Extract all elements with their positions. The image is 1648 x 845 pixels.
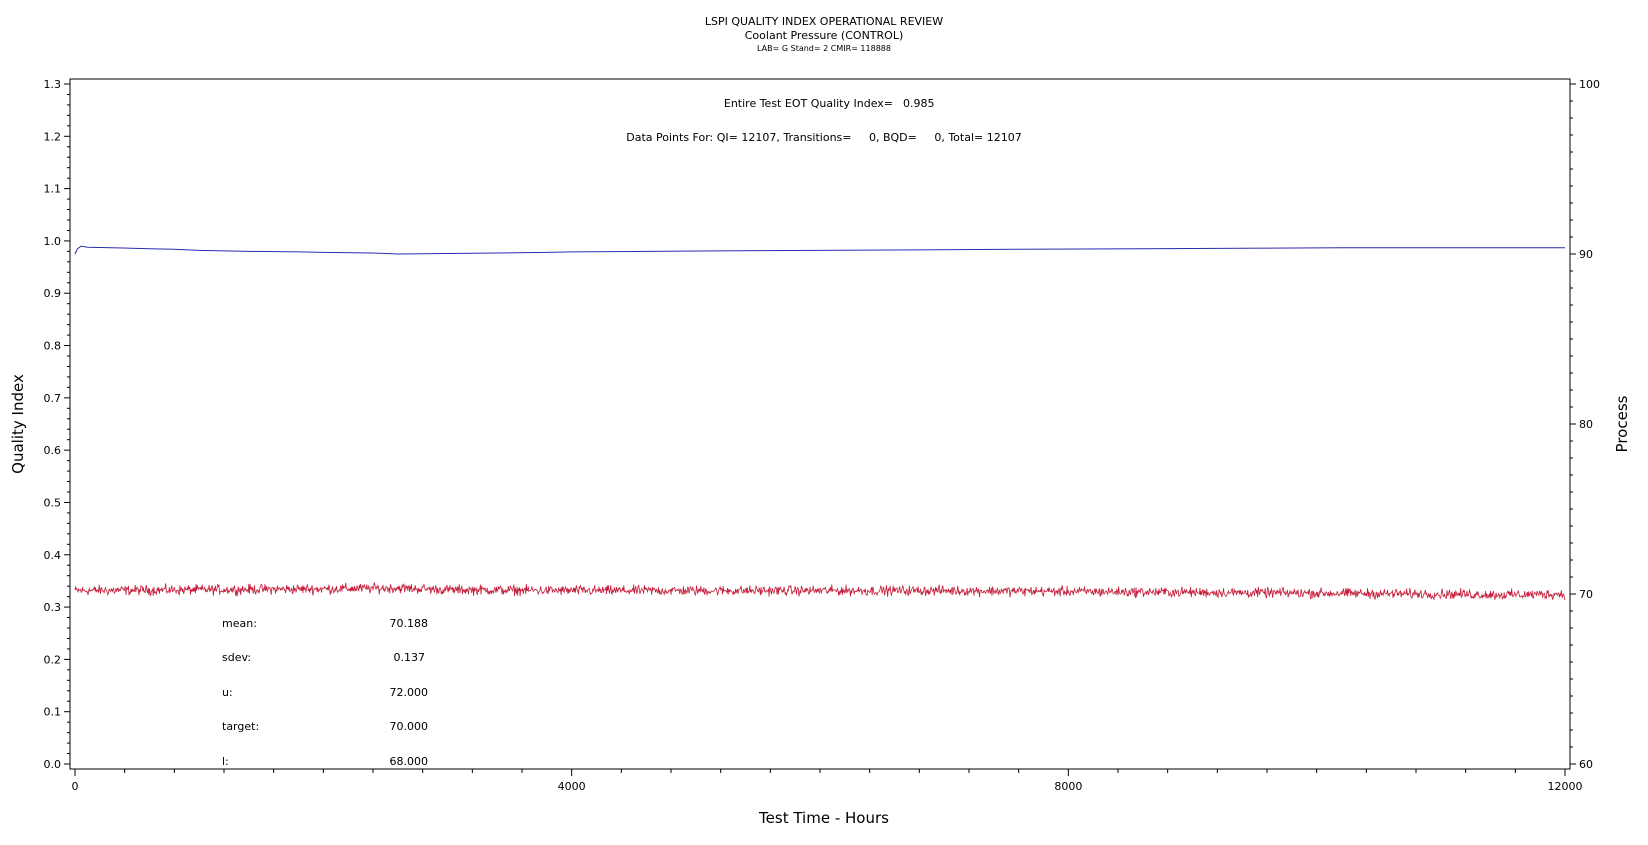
stat-value-l: 68.000 bbox=[390, 755, 429, 768]
stat-label-target: target: bbox=[222, 720, 259, 733]
x-axis-label: Test Time - Hours bbox=[758, 809, 889, 827]
stat-value-target: 70.000 bbox=[390, 720, 429, 733]
y2-tick-label: 90 bbox=[1579, 248, 1593, 261]
y-tick-label: 0.9 bbox=[44, 287, 62, 300]
x-tick-label: 0 bbox=[72, 780, 79, 793]
y-tick-label: 1.0 bbox=[44, 235, 62, 248]
eot-label: Entire Test EOT Quality Index= bbox=[724, 97, 893, 110]
quality-index-series-line bbox=[74, 245, 1565, 255]
y-tick-label: 1.2 bbox=[44, 130, 62, 143]
stats-block: mean: 70.188 sdev: 0.137 u: 72.000 targe… bbox=[222, 617, 428, 768]
stat-value-sdev: 0.137 bbox=[394, 651, 426, 664]
stat-value-u: 72.000 bbox=[390, 686, 429, 699]
data-points-line: Data Points For: QI= 12107, Transitions=… bbox=[626, 131, 1021, 144]
y2-tick-label: 100 bbox=[1579, 78, 1600, 91]
left-axis: 0.0 0.1 0.2 0.3 0.4 0.5 0.6 0.7 0.8 0.9 1.0 1.1 1.2 1… bbox=[44, 78, 70, 771]
y2-tick-label: 60 bbox=[1579, 758, 1593, 771]
eot-value: 0.985 bbox=[903, 97, 935, 110]
stat-label-mean: mean: bbox=[222, 617, 257, 630]
series-layer bbox=[74, 245, 1566, 601]
x-tick-label: 4000 bbox=[558, 780, 586, 793]
bottom-axis: 0 4000 8000 12000 bbox=[72, 769, 1583, 793]
chart-subsubtitle: LAB= G Stand= 2 CMIR= 118888 bbox=[757, 44, 891, 53]
y2-axis-label: Process bbox=[1613, 395, 1631, 452]
y-tick-label: 0.4 bbox=[44, 549, 62, 562]
x-tick-label: 12000 bbox=[1548, 780, 1583, 793]
right-axis: 60 70 80 90 100 bbox=[1570, 78, 1600, 771]
y-tick-label: 0.3 bbox=[44, 601, 62, 614]
stat-label-u: u: bbox=[222, 686, 233, 699]
y-tick-label: 0.0 bbox=[44, 758, 62, 771]
y-tick-label: 1.1 bbox=[44, 183, 62, 196]
y-tick-label: 1.3 bbox=[44, 78, 62, 91]
chart-subtitle: Coolant Pressure (CONTROL) bbox=[745, 29, 904, 42]
y2-tick-label: 70 bbox=[1579, 588, 1593, 601]
stat-label-sdev: sdev: bbox=[222, 651, 251, 664]
y-tick-label: 0.6 bbox=[44, 444, 62, 457]
process-series-line bbox=[74, 582, 1566, 601]
plot-frame bbox=[69, 78, 1571, 770]
y-tick-label: 0.5 bbox=[44, 496, 62, 509]
y-axis-label: Quality Index bbox=[9, 374, 27, 474]
y-tick-label: 0.7 bbox=[44, 392, 62, 405]
stat-value-mean: 70.188 bbox=[390, 617, 429, 630]
y-tick-label: 0.8 bbox=[44, 340, 62, 353]
y2-tick-label: 80 bbox=[1579, 418, 1593, 431]
stat-label-l: l: bbox=[222, 755, 229, 768]
chart-title: LSPI QUALITY INDEX OPERATIONAL REVIEW bbox=[705, 15, 943, 28]
y-tick-label: 0.1 bbox=[44, 706, 62, 719]
x-tick-label: 8000 bbox=[1054, 780, 1082, 793]
y-tick-label: 0.2 bbox=[44, 653, 62, 666]
